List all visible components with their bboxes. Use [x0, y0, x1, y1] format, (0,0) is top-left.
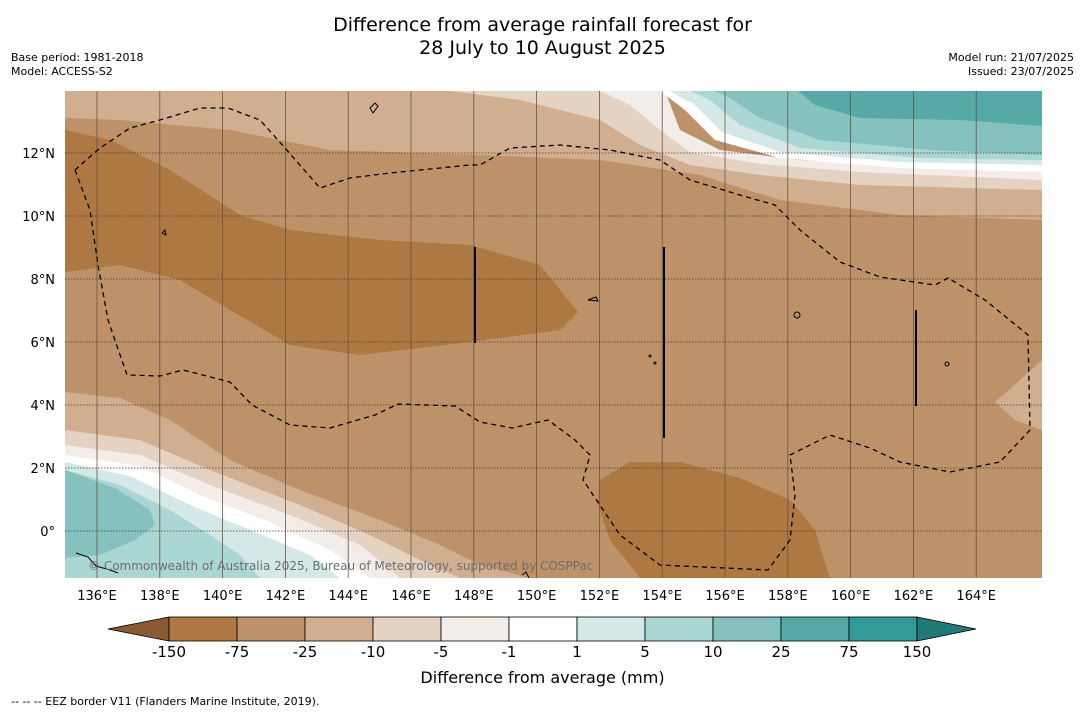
anomaly-band-minus75-west — [65, 130, 578, 355]
model-run: Model run: 21/07/2025 — [948, 51, 1074, 64]
longitude-label: 142°E — [266, 589, 306, 604]
longitude-label: 156°E — [705, 589, 745, 604]
colorbar-label: -25 — [292, 643, 318, 661]
colorbar-label: 5 — [640, 643, 650, 661]
latitude-labels: 12°N 10°N 8°N 6°N 4°N 2°N 0° — [22, 147, 55, 540]
colorbar-label: -1 — [501, 643, 517, 661]
colorbar-segment — [236, 616, 306, 642]
longitude-label: 150°E — [517, 589, 557, 604]
map-title: Difference from average rainfall forecas… — [0, 14, 1085, 60]
longitude-label: 162°E — [894, 589, 934, 604]
colorbar-segment — [848, 616, 918, 642]
model-name: Model: ACCESS-S2 — [11, 65, 113, 78]
colorbar-label: 1 — [572, 643, 582, 661]
longitude-label: 140°E — [203, 589, 243, 604]
colorbar-extend-low — [107, 616, 170, 642]
footnote: -- -- -- EEZ border V11 (Flanders Marine… — [11, 695, 320, 708]
base-info: Base period: 1981-2018 Model: ACCESS-S2 — [11, 51, 143, 79]
longitude-label: 144°E — [328, 589, 368, 604]
run-info: Model run: 21/07/2025 Issued: 23/07/2025 — [948, 51, 1074, 79]
longitude-label: 158°E — [768, 589, 808, 604]
latitude-label: 2°N — [31, 462, 56, 477]
anomaly-band-plus25-north — [798, 91, 1042, 126]
longitude-label: 152°E — [580, 589, 620, 604]
latitude-label: 8°N — [31, 273, 56, 288]
colorbar-label: 10 — [703, 643, 723, 661]
anomaly-band-minus10-north — [65, 91, 1042, 220]
colorbar-label: -150 — [151, 643, 187, 661]
colorbar-segment — [168, 616, 238, 642]
colorbar-extend-high — [916, 616, 977, 642]
latitude-label: 12°N — [22, 147, 55, 162]
anomaly-band-minus75-south — [598, 462, 830, 578]
latitude-gridlines — [65, 152, 1042, 532]
colorbar-label: -10 — [360, 643, 386, 661]
latitude-label: 6°N — [31, 336, 56, 351]
colorbar-segment — [576, 616, 646, 642]
colorbar-segment — [780, 616, 850, 642]
longitude-label: 136°E — [77, 589, 117, 604]
colorbar-segment — [712, 616, 782, 642]
longitude-label: 146°E — [391, 589, 431, 604]
longitude-label: 164°E — [956, 589, 996, 604]
anomaly-band-minus5-north — [450, 91, 1042, 190]
map-plot-area: © Commonwealth of Australia 2025, Bureau… — [65, 91, 1042, 578]
colorbar-label: -5 — [433, 643, 449, 661]
colorbar-segment — [508, 616, 578, 642]
colorbar-label: 150 — [902, 643, 932, 661]
colorbar-label: 75 — [839, 643, 859, 661]
issued-date: Issued: 23/07/2025 — [967, 65, 1074, 78]
longitude-label: 148°E — [454, 589, 494, 604]
latitude-label: 4°N — [31, 399, 56, 414]
colorbar-segment — [304, 616, 374, 642]
title-line-1: Difference from average rainfall forecas… — [333, 14, 752, 36]
colorbar-label: 25 — [771, 643, 791, 661]
islands — [75, 102, 950, 578]
eez-border — [74, 107, 1031, 571]
title-line-2: 28 July to 10 August 2025 — [419, 37, 666, 59]
copyright-notice: © Commonwealth of Australia 2025, Bureau… — [88, 559, 593, 573]
longitude-label: 154°E — [642, 589, 682, 604]
colorbar-segment — [372, 616, 442, 642]
colorbar — [107, 616, 977, 642]
longitude-labels: 136°E 138°E 140°E 142°E 144°E 146°E 148°E 150°E… — [77, 589, 996, 604]
latitude-label: 0° — [40, 525, 55, 540]
base-period: Base period: 1981-2018 — [11, 51, 144, 64]
anomaly-band-minus1-north — [600, 91, 1042, 180]
colorbar-segment — [440, 616, 510, 642]
colorbar-title: Difference from average (mm) — [420, 668, 665, 687]
latitude-label: 10°N — [22, 210, 55, 225]
longitude-gridlines — [96, 91, 977, 578]
colorbar-label: -75 — [224, 643, 250, 661]
longitude-label: 160°E — [831, 589, 871, 604]
anomaly-band-plus10-southwest — [65, 470, 155, 558]
colorbar-segment — [644, 616, 714, 642]
longitude-label: 138°E — [140, 589, 180, 604]
